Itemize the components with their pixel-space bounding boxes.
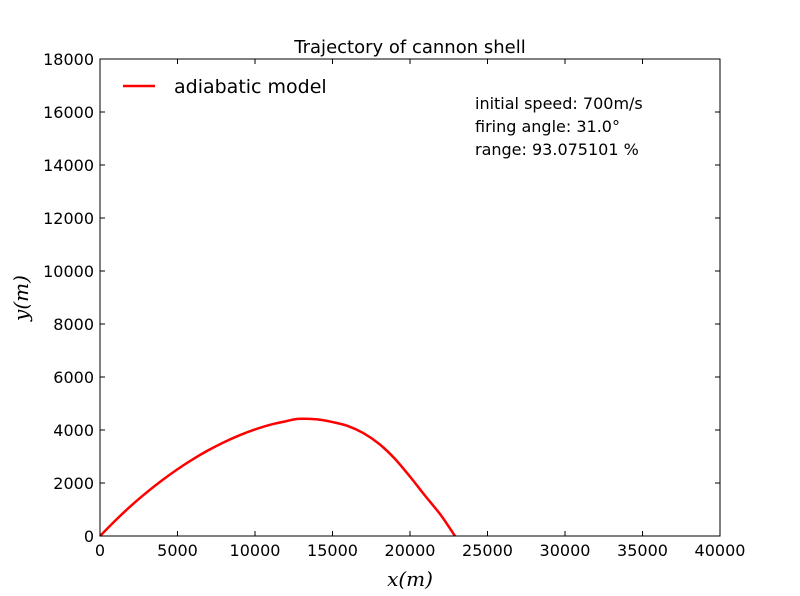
y-tick-label-2000: 2000: [53, 474, 94, 493]
annotation-range: range: 93.075101 %: [475, 140, 639, 159]
y-tick-label-18000: 18000: [43, 50, 94, 69]
plot-frame: [99, 58, 721, 537]
y-axis-label: y(m): [9, 275, 33, 322]
x-tick-label-20000: 20000: [385, 541, 436, 560]
tick-labels-layer: 0 5000 10000 15000 20000 25000 30000 35000 40000…: [43, 50, 745, 560]
series-line-0: [99, 417, 456, 537]
chart-title: Trajectory of cannon shell: [293, 37, 525, 58]
x-axis-label: x(m): [387, 567, 433, 591]
x-tick-label-35000: 35000: [617, 541, 668, 560]
series-layer: [99, 417, 456, 537]
legend-label-adiabatic-model: adiabatic model: [174, 76, 327, 98]
x-tick-label-10000: 10000: [230, 541, 281, 560]
ticks-layer: [99, 58, 721, 537]
x-tick-label-0: 0: [95, 541, 105, 560]
legend: adiabatic model: [123, 76, 327, 98]
y-tick-label-10000: 10000: [43, 262, 94, 281]
annotation-initial-speed: initial speed: 700m/s: [475, 94, 643, 113]
x-tick-label-15000: 15000: [307, 541, 358, 560]
y-tick-label-12000: 12000: [43, 209, 94, 228]
x-tick-label-30000: 30000: [540, 541, 591, 560]
y-tick-label-8000: 8000: [53, 315, 94, 334]
x-tick-label-25000: 25000: [462, 541, 513, 560]
annotations: initial speed: 700m/s firing angle: 31.0…: [475, 94, 643, 159]
y-tick-label-4000: 4000: [53, 421, 94, 440]
annotation-firing-angle: firing angle: 31.0°: [475, 117, 620, 136]
y-tick-label-6000: 6000: [53, 368, 94, 387]
y-tick-label-0: 0: [84, 527, 94, 546]
y-tick-label-16000: 16000: [43, 103, 94, 122]
y-tick-label-14000: 14000: [43, 156, 94, 175]
x-tick-label-40000: 40000: [695, 541, 746, 560]
x-tick-label-5000: 5000: [157, 541, 198, 560]
